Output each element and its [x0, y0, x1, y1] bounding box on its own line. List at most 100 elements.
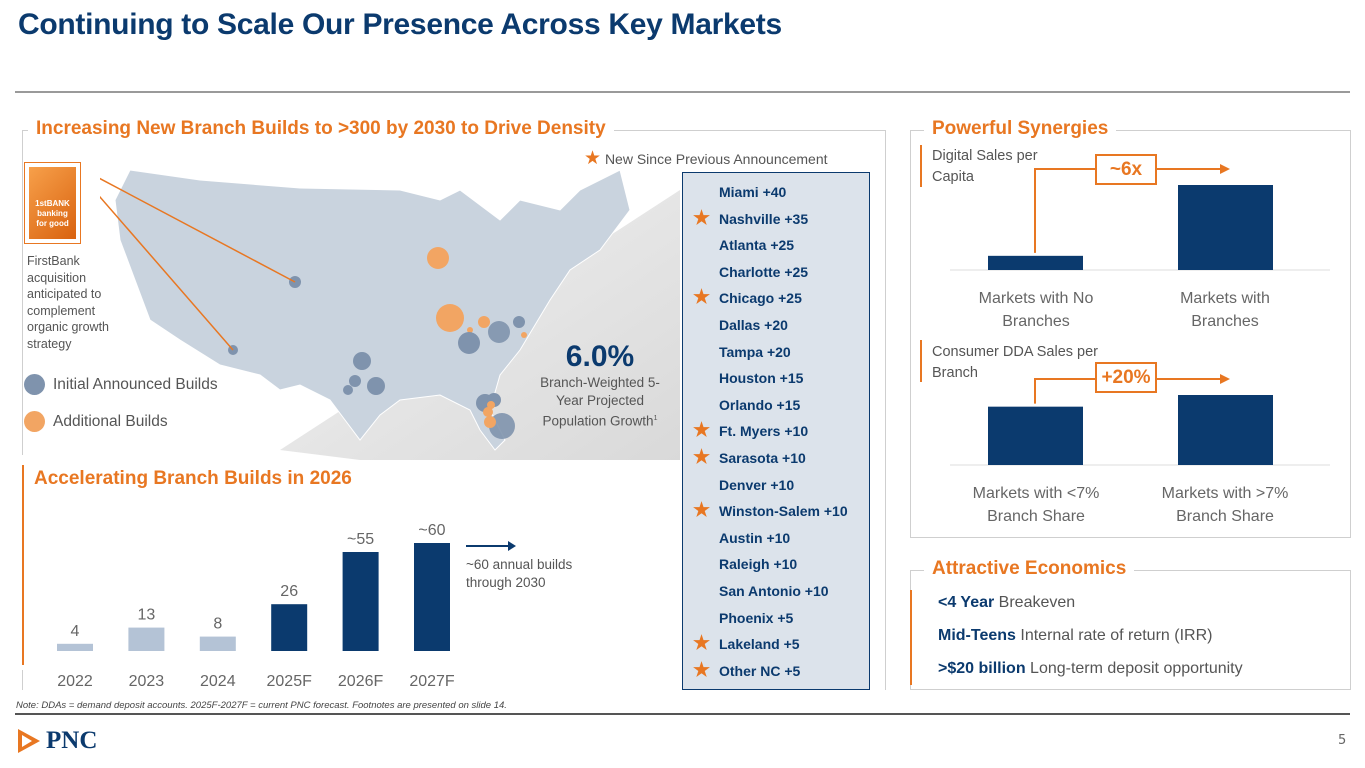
market-item: Denver +10: [719, 476, 795, 493]
market-item: Atlanta +25: [719, 237, 795, 254]
market-item: ★ Nashville +35: [683, 206, 869, 233]
synergies-heading: Powerful Synergies: [924, 118, 1117, 140]
circle-miami: [489, 413, 515, 439]
tick-label: 2027F: [409, 673, 455, 690]
star-icon: ★: [584, 148, 602, 169]
star-icon: ★: [693, 446, 711, 468]
market-item: Dallas +20: [719, 316, 788, 333]
arrow-right-icon: [466, 541, 516, 551]
chart2-bar-1: [1178, 395, 1273, 465]
bar-2023: [128, 627, 165, 651]
category-label: Markets with Branches: [1180, 290, 1270, 330]
firstbank-logo: 1stBANK banking for good: [24, 162, 81, 244]
chart-annotation: ~60 annual builds through 2030: [466, 557, 573, 590]
circle-lakeland: [487, 401, 495, 409]
chart2-arrow: [1034, 378, 1220, 404]
star-icon: ★: [693, 420, 711, 442]
circle-atlanta: [458, 332, 480, 354]
star-icon: ★: [693, 633, 711, 655]
economics-item: <4 Year Breakeven: [938, 594, 1076, 611]
market-item: Tampa +20: [719, 343, 791, 360]
legend-dot-initial: [24, 374, 45, 395]
pnc-logo-icon: [18, 729, 40, 753]
circle-san-antonio: [343, 385, 353, 395]
tick-label: 2025F: [267, 673, 313, 690]
star-legend: ★ New Since Previous Announcement: [584, 148, 828, 169]
market-list: Miami +40 ★ Nashville +35 Atlanta +25 Charlo…: [682, 172, 870, 690]
multiplier-badge: +20%: [1095, 362, 1157, 393]
pnc-logo: PNC: [16, 727, 97, 755]
us-map: [100, 169, 680, 460]
data-label: 13: [138, 607, 156, 624]
synergies-charts: [950, 164, 1330, 466]
star-icon: ★: [693, 659, 711, 681]
branch-builds-chart: 4 2022 13 2023 8 2024 26 2025F ~55 2026F ~60 2027F: [57, 522, 455, 690]
circle-other-nc: [467, 327, 473, 333]
economics-heading: Attractive Economics: [924, 558, 1135, 580]
firstbank-note: FirstBank acquisition anticipated to com…: [27, 254, 109, 351]
bar-2024: [199, 636, 236, 651]
market-item: ★ Other NC +5: [683, 658, 869, 685]
chart-title: Accelerating Branch Builds in 2026: [26, 468, 360, 490]
circle-austin: [349, 375, 361, 387]
market-item: Phoenix +5: [719, 609, 794, 626]
data-label: 4: [71, 623, 80, 640]
market-item: ★ Winston-Salem +10: [683, 498, 869, 525]
data-label: ~55: [347, 531, 374, 548]
tick-label: 2023: [129, 673, 165, 690]
chart2-label: Consumer DDA Sales per Branch: [932, 344, 1099, 381]
star-icon: ★: [693, 500, 711, 522]
footer-divider: [15, 713, 1350, 715]
legend-initial: Initial Announced Builds: [24, 374, 218, 395]
category-label: Markets with <7% Branch Share: [972, 485, 1100, 525]
accent-bar: [920, 145, 922, 187]
bar-2025F: [271, 604, 308, 651]
firstbank-logo-text: 1stBANK banking for good: [35, 199, 70, 228]
synergies-frame: [910, 130, 1351, 538]
data-label: 8: [213, 616, 222, 633]
market-item: ★ Sarasota +10: [683, 445, 869, 472]
multiplier-badge: ~6x: [1095, 154, 1157, 185]
arrow-head-icon: [1220, 374, 1230, 384]
legend-dot-additional: [24, 411, 45, 432]
market-item: ★ Chicago +25: [683, 285, 869, 312]
chart-accent-bar: [22, 465, 24, 665]
connector-denver: [100, 177, 296, 283]
circle-ft-myers: [484, 416, 496, 428]
market-item: Austin +10: [719, 529, 791, 546]
data-label: ~60: [418, 522, 445, 539]
chart2-bar-0: [988, 406, 1083, 465]
build-circles: [228, 247, 527, 439]
circle-nashville: [436, 304, 464, 332]
circle-sarasota: [483, 407, 493, 417]
market-item: ★ Ft. Myers +10: [683, 418, 869, 445]
chart1-label: Digital Sales per Capita: [932, 148, 1038, 185]
arrow-head-icon: [1220, 164, 1230, 174]
market-item: Miami +40: [719, 184, 787, 200]
market-item: ★ Lakeland +5: [683, 631, 869, 658]
bar-2026F: [342, 552, 379, 651]
bar-2022: [57, 643, 93, 651]
bar-2027F: [414, 543, 450, 651]
economics-item: Mid-Teens Internal rate of return (IRR): [938, 627, 1213, 644]
market-item: Houston +15: [719, 370, 804, 387]
left-panel-heading: Increasing New Branch Builds to >300 by …: [28, 118, 614, 140]
market-item: San Antonio +10: [719, 582, 829, 599]
page-title: Continuing to Scale Our Presence Across …: [18, 8, 782, 41]
circle-chicago: [427, 247, 449, 269]
circle-houston: [367, 377, 385, 395]
market-item: Charlotte +25: [719, 263, 809, 280]
circle-winston-salem: [478, 316, 490, 328]
circle-raleigh: [513, 316, 525, 328]
chart1-arrow: [1034, 168, 1220, 253]
market-item: Raleigh +10: [719, 556, 798, 573]
accent-bar: [920, 340, 922, 382]
chart1-bar-0: [988, 255, 1083, 270]
growth-stat: 6.0% Branch-Weighted 5-Year Projected Po…: [540, 340, 660, 429]
category-label: Markets with No Branches: [978, 290, 1094, 330]
page-number: 5: [1338, 733, 1347, 748]
circle-other-nc-2: [521, 332, 527, 338]
tick-label: 2026F: [338, 673, 384, 690]
tick-label: 2024: [200, 673, 236, 690]
accent-bar: [910, 590, 912, 685]
